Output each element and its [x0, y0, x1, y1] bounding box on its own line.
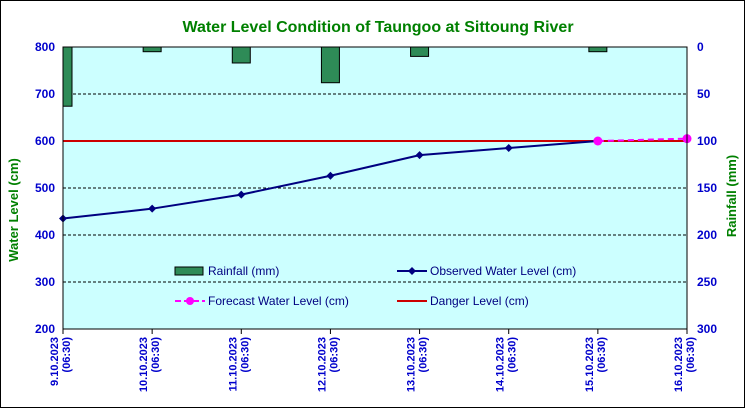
- x-tick-label-line: 13.10.2023: [406, 337, 418, 392]
- legend-label: Rainfall (mm): [208, 264, 279, 278]
- x-tick-label-line: 9.10.2023: [49, 337, 61, 386]
- x-tick-label-line: 12.10.2023: [316, 337, 328, 392]
- rainfall-bar: [142, 46, 162, 53]
- y-axis-left-label: Water Level (cm): [6, 158, 21, 262]
- x-tick-label: 13.10.2023(06:30): [406, 337, 430, 392]
- x-tick-label-line: (06:30): [507, 337, 519, 373]
- rainfall-bar: [410, 46, 430, 57]
- x-tick-label-line: (06:30): [418, 337, 430, 373]
- legend-observed-marker: [408, 267, 416, 275]
- y-left-tick-label: 300: [35, 275, 55, 289]
- x-tick-label-line: (06:30): [685, 337, 697, 373]
- legend-rainfall-swatch: [174, 266, 204, 276]
- y-right-tick-label: 100: [697, 134, 717, 148]
- y-left-tick-label: 200: [35, 322, 55, 336]
- legend-label: Observed Water Level (cm): [430, 264, 576, 278]
- legend-label: Danger Level (cm): [430, 294, 529, 308]
- x-tick-label: 9.10.2023(06:30): [49, 337, 73, 386]
- x-tick-label-line: (06:30): [150, 337, 162, 373]
- x-tick-label-line: (06:30): [61, 337, 73, 373]
- observed-point: [148, 204, 157, 213]
- x-tick-label: 15.10.2023(06:30): [584, 337, 608, 392]
- x-tick-label-line: 16.10.2023: [673, 337, 685, 392]
- legend-forecast-marker: [186, 297, 194, 305]
- y-left-tick-label: 500: [35, 181, 55, 195]
- observed-point: [504, 144, 513, 153]
- y-right-tick-label: 50: [697, 87, 711, 101]
- observed-point: [237, 190, 246, 199]
- y-right-tick-label: 300: [697, 322, 717, 336]
- x-tick-label-line: 14.10.2023: [495, 337, 507, 392]
- y-right-tick-label: 200: [697, 228, 717, 242]
- observed-point: [326, 171, 335, 180]
- forecast-point: [593, 136, 603, 146]
- y-left-tick-label: 600: [35, 134, 55, 148]
- y-right-tick-label: 0: [697, 40, 704, 54]
- forecast-water-level-line: [597, 137, 688, 142]
- x-tick-label: 14.10.2023(06:30): [495, 337, 519, 392]
- y-right-tick-label: 150: [697, 181, 717, 195]
- x-tick-label-line: (06:30): [328, 337, 340, 373]
- x-tick-label: 11.10.2023(06:30): [227, 337, 251, 392]
- x-tick-label: 12.10.2023(06:30): [316, 337, 340, 392]
- x-tick-label-line: (06:30): [596, 337, 608, 373]
- y-left-tick-label: 400: [35, 228, 55, 242]
- x-tick-label-line: 15.10.2023: [584, 337, 596, 392]
- observed-point: [415, 151, 424, 160]
- x-tick-label-line: (06:30): [239, 337, 251, 373]
- y-left-tick-label: 700: [35, 87, 55, 101]
- rainfall-bar: [588, 46, 608, 53]
- chart-title: Water Level Condition of Taungoo at Sitt…: [182, 19, 573, 36]
- x-tick-label: 10.10.2023(06:30): [138, 337, 162, 392]
- y-left-tick-label: 800: [35, 40, 55, 54]
- x-tick-label-line: 10.10.2023: [138, 337, 150, 392]
- x-tick-label-line: 11.10.2023: [227, 337, 239, 391]
- rainfall-bar: [320, 46, 340, 84]
- y-right-tick-label: 250: [697, 275, 717, 289]
- x-tick-label: 16.10.2023(06:30): [673, 337, 697, 392]
- legend-label: Forecast Water Level (cm): [208, 294, 349, 308]
- rainfall-bar: [231, 46, 251, 64]
- y-axis-right-label: Rainfall (mm): [724, 155, 739, 237]
- rainfall-bar: [62, 46, 73, 107]
- plot-border: [62, 46, 688, 330]
